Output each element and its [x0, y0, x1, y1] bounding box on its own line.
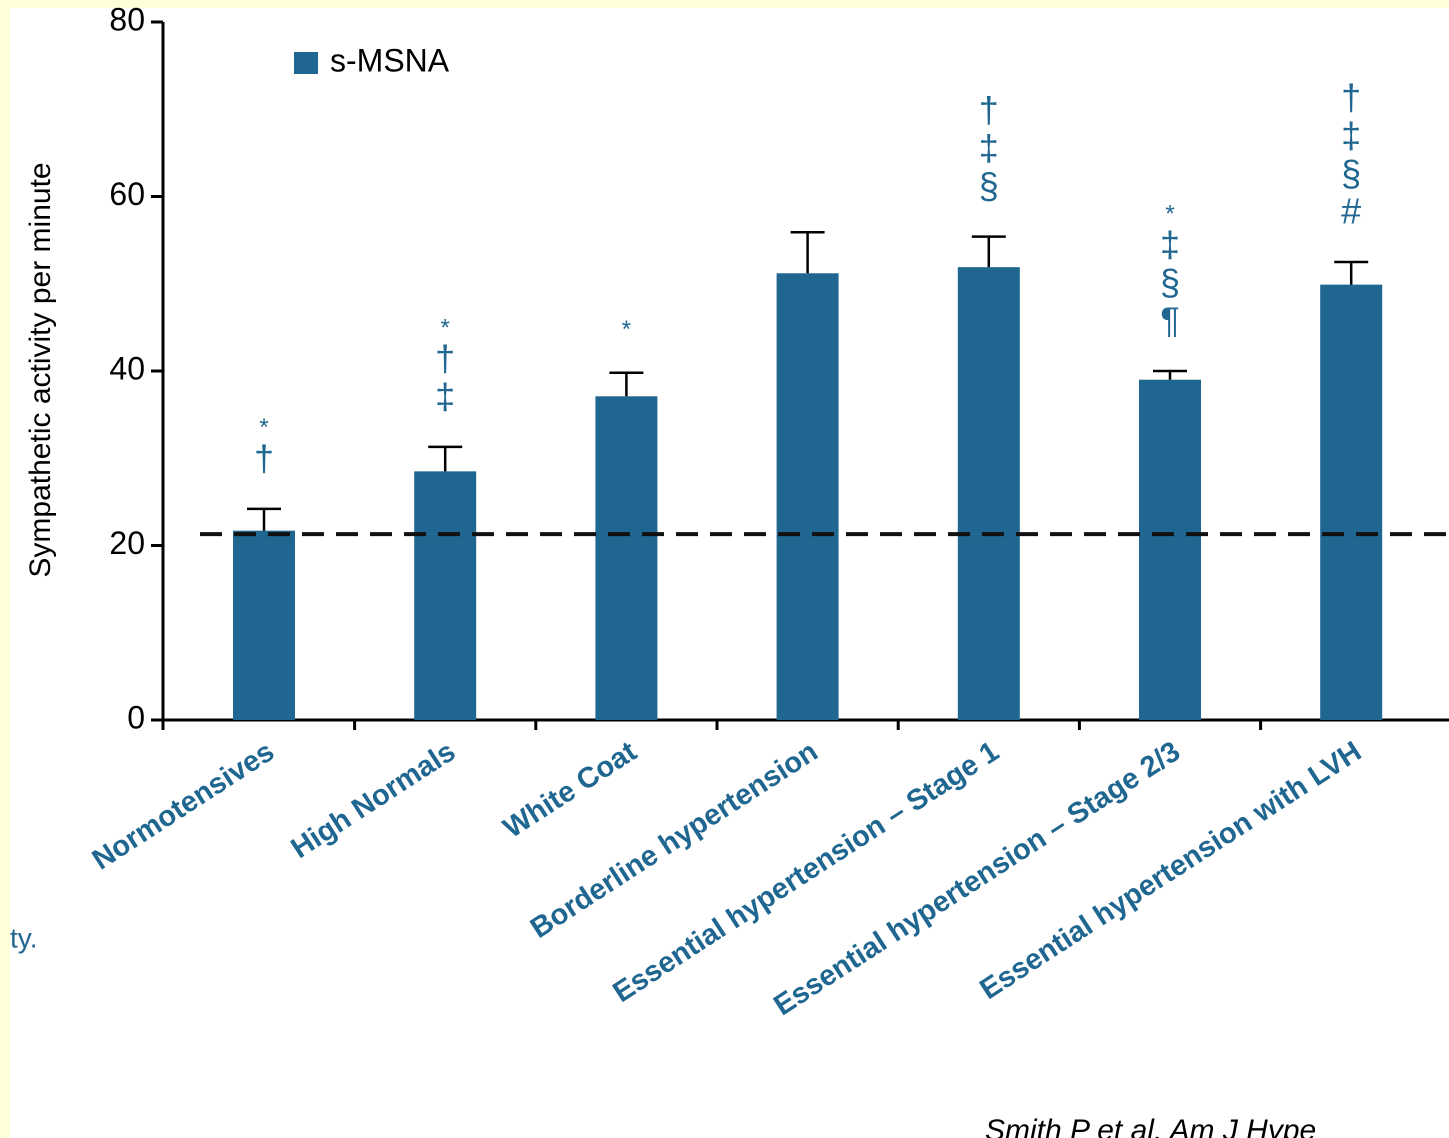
side-text: ty.: [10, 922, 37, 953]
legend-swatch: [294, 52, 318, 74]
bar: [595, 396, 658, 720]
significance-mark: #: [1341, 190, 1361, 231]
significance-mark: ‡: [435, 375, 455, 416]
y-tick-label: 0: [127, 699, 145, 735]
significance-mark: ‡: [979, 127, 999, 168]
y-tick-label: 20: [109, 525, 145, 561]
significance-mark: ¶: [1160, 300, 1179, 341]
bar: [414, 471, 477, 720]
bar: [1320, 284, 1383, 720]
significance-mark: ‡: [1341, 114, 1361, 155]
y-tick-label: 80: [109, 1, 145, 37]
significance-mark: *: [259, 414, 268, 441]
legend-label: s-MSNA: [330, 42, 450, 78]
y-tick-label: 60: [109, 176, 145, 212]
y-tick-label: 40: [109, 350, 145, 386]
significance-mark: †: [254, 437, 274, 478]
bar: [776, 273, 839, 720]
bar: [957, 267, 1020, 720]
significance-mark: ‡: [1160, 224, 1180, 265]
bar: [1139, 379, 1201, 720]
significance-mark: §: [1160, 262, 1180, 303]
citation: Smith P et al. Am J Hype: [985, 1114, 1316, 1138]
significance-mark: *: [622, 316, 631, 343]
y-axis-label: Sympathetic activity per minute: [24, 162, 57, 577]
bar: [233, 530, 295, 720]
significance-mark: *: [441, 314, 450, 341]
panel: [10, 8, 1449, 1138]
significance-mark: §: [1341, 152, 1361, 193]
significance-mark: †: [979, 89, 999, 130]
significance-mark: *: [1165, 200, 1174, 227]
significance-mark: §: [979, 165, 999, 206]
significance-mark: †: [435, 337, 455, 378]
significance-mark: †: [1341, 76, 1361, 117]
